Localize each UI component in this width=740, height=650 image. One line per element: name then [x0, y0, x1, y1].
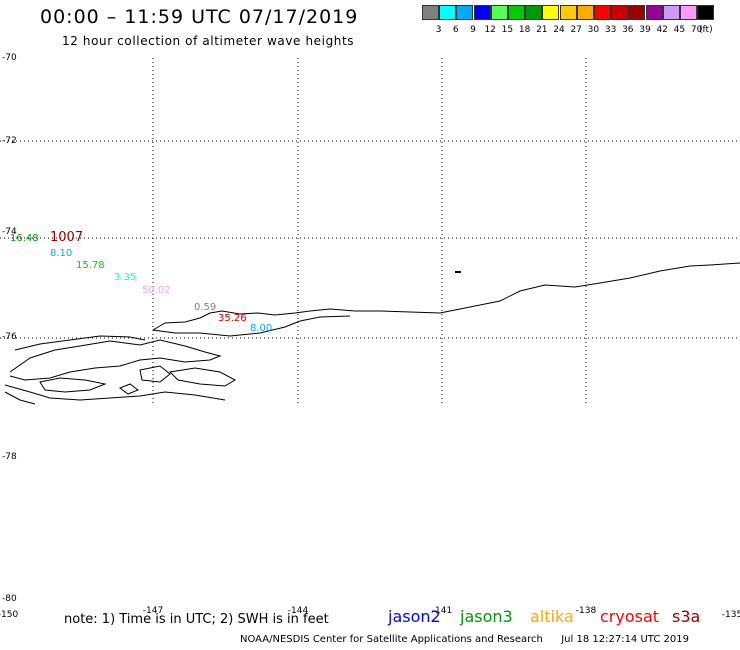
ice-outline-5 — [168, 367, 237, 387]
lat-label: -76 — [2, 332, 17, 342]
lat-label: -74 — [2, 227, 17, 237]
colorbar-label: 42 — [656, 25, 668, 35]
colorbar-label: 27 — [570, 25, 582, 35]
colorbar-swatch — [680, 5, 697, 20]
wave-height-label: 0.59 — [194, 302, 216, 313]
colorbar-swatch — [559, 5, 577, 20]
wave-height-label: 1007 — [50, 230, 83, 245]
lat-label: -72 — [2, 136, 17, 146]
colorbar-swatch — [576, 5, 594, 20]
ice-outline-8 — [4, 391, 36, 405]
colorbar-label: 30 — [587, 25, 600, 35]
satellite-legend-s3a: s3a — [672, 607, 701, 626]
colorbar-label: 45 — [673, 25, 686, 35]
colorbar-label: 3 — [435, 25, 442, 35]
colorbar-swatch — [628, 5, 646, 20]
colorbar-label: (ft) — [699, 25, 713, 35]
graticule — [0, 58, 740, 406]
satellite-legend-jason2: jason2 — [388, 607, 441, 626]
wave-height-label: 3.35 — [114, 272, 136, 283]
satellite-legend-jason3: jason3 — [460, 607, 513, 626]
lon-label: -135 — [722, 610, 740, 620]
satellite-legend-altika: altika — [530, 607, 574, 626]
colorbar-label: 33 — [604, 25, 617, 35]
credit-text: NOAA/NESDIS Center for Satellite Applica… — [240, 634, 543, 645]
coastline — [4, 262, 740, 405]
colorbar-label: 9 — [470, 25, 476, 35]
colorbar-swatch — [697, 5, 715, 20]
colorbar-label: 12 — [484, 25, 496, 35]
wave-height-label: 16.48 — [10, 233, 39, 244]
colorbar-label: 15 — [501, 25, 514, 35]
colorbar-swatch — [662, 5, 680, 20]
colorbar-swatch — [508, 5, 525, 20]
colorbar-swatch — [594, 5, 611, 20]
satellite-legend-cryosat: cryosat — [600, 607, 660, 626]
colorbar-label: 6 — [452, 25, 459, 35]
lon-label: -144 — [288, 606, 309, 616]
ice-outline-2 — [14, 335, 146, 351]
colorbar-label: 39 — [639, 25, 651, 35]
lon-label: -141 — [432, 606, 452, 616]
colorbar-label: 36 — [622, 25, 634, 35]
colorbar-label: 18 — [518, 25, 531, 35]
ice-outline-4 — [139, 365, 171, 383]
colorbar-swatch — [456, 5, 474, 20]
coastline-shelf — [152, 315, 351, 337]
colorbar-swatch — [645, 5, 663, 20]
colorbar-swatch — [490, 5, 508, 20]
colorbar-swatch — [422, 5, 439, 20]
footer-credit: NOAA/NESDIS Center for Satellite Applica… — [240, 634, 689, 645]
colorbar-swatch — [611, 5, 629, 20]
colorbar-swatch — [439, 5, 457, 20]
lon-label: -150 — [0, 610, 18, 620]
lat-label: -78 — [2, 452, 17, 462]
colorbar-swatch — [542, 5, 560, 20]
colorbar-label: 70 — [690, 25, 703, 35]
lon-label: -138 — [576, 606, 597, 616]
wave-height-label: 8.00 — [250, 323, 272, 334]
ice-outline-7 — [118, 383, 140, 395]
coastline-main — [152, 262, 740, 331]
colorbar-swatch — [525, 5, 543, 20]
colorbar-swatch — [473, 5, 491, 20]
wave-height-label: 15.78 — [76, 260, 105, 271]
wave-height-label: 50.02 — [142, 285, 171, 296]
colorbar-label: 24 — [553, 25, 565, 35]
footer-note: note: 1) Time is in UTC; 2) SWH is in fe… — [64, 612, 329, 627]
lon-labels: -150 -147 -144 -141 -138 -135 — [0, 606, 740, 620]
wave-height-label: 35.26 — [218, 313, 247, 324]
lon-label: -147 — [143, 606, 163, 616]
lat-label: -80 — [2, 594, 17, 604]
colorbar-label: 21 — [536, 25, 548, 35]
ice-outline-6 — [4, 384, 226, 401]
ice-outline-3 — [39, 377, 107, 393]
ice-outline-1 — [9, 339, 222, 381]
wave-height-label: 8.10 — [50, 248, 72, 259]
lat-label: -70 — [2, 53, 17, 63]
map-title: 00:00 – 11:59 UTC 07/17/2019 — [40, 6, 359, 28]
credit-timestamp: Jul 18 12:27:14 UTC 2019 — [561, 634, 689, 645]
lat-labels: -70 -72 -74 -76 -78 -80 — [2, 53, 17, 604]
map-subtitle: 12 hour collection of altimeter wave hei… — [62, 34, 355, 48]
